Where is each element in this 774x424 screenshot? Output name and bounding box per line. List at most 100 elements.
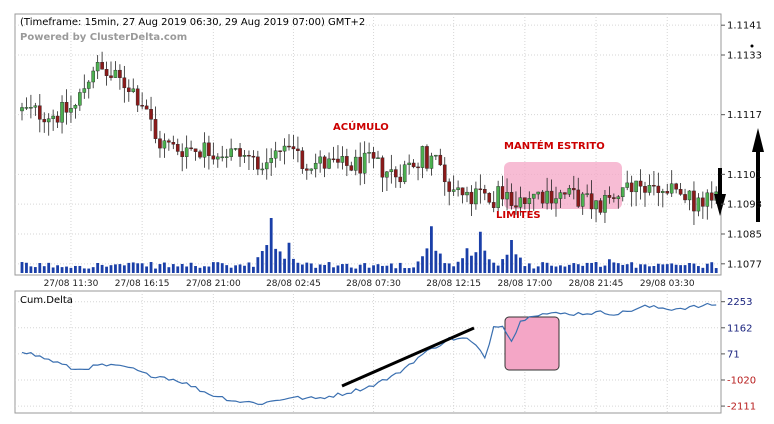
volume-bar	[167, 267, 171, 273]
volume-bar	[705, 263, 709, 273]
candle-body	[313, 162, 318, 170]
candle-body	[394, 169, 398, 178]
candle-body	[376, 157, 380, 159]
annotation-limites: LIMITES	[496, 210, 541, 221]
candle-body	[598, 200, 603, 213]
candle-body	[358, 156, 363, 174]
volume-bar	[33, 267, 37, 273]
candle-body	[509, 192, 514, 206]
candle-body	[104, 69, 109, 76]
volume-bar	[398, 262, 402, 273]
candle-body	[594, 200, 598, 210]
volume-bar	[314, 267, 318, 273]
candle-body	[95, 62, 100, 72]
candle-body	[500, 186, 505, 200]
candle-body	[180, 151, 185, 157]
candle-body	[709, 192, 714, 201]
candles	[20, 51, 718, 226]
volume-bar	[599, 266, 602, 273]
volume-bar	[252, 266, 255, 273]
timeframe-label: (Timeframe: 15min, 27 Aug 2019 06:30, 29…	[20, 17, 365, 28]
candle-body	[362, 152, 367, 174]
candle-body	[296, 148, 300, 151]
volume-bar	[265, 245, 269, 273]
volume-bar	[625, 264, 629, 273]
volume-bar	[269, 218, 273, 273]
candle-body	[242, 155, 247, 157]
volume-bar	[470, 255, 473, 273]
candle-body	[224, 156, 229, 158]
candle-body	[273, 150, 278, 159]
delta-tick-label: 71	[727, 349, 740, 360]
candle-body	[612, 197, 616, 199]
volume-bar	[372, 265, 375, 273]
volume-bar	[496, 265, 500, 273]
volume-bar	[648, 266, 651, 273]
volume-bar	[78, 265, 82, 273]
price-axis-labels: 1.1141 1.1133 1.1117 1.1101 1.1093 1.1085 1.10…	[721, 21, 762, 270]
candle-body	[629, 182, 634, 193]
candle-body	[665, 191, 670, 194]
volume-bar	[136, 263, 140, 273]
candle-body	[340, 156, 345, 163]
candle-body	[46, 118, 51, 123]
candle-body	[483, 189, 487, 194]
candle-body	[505, 192, 509, 200]
candle-body	[696, 197, 701, 212]
candle-body	[305, 168, 309, 171]
volume-bar	[492, 262, 496, 273]
volume-bar	[158, 264, 162, 273]
candle-body	[531, 193, 536, 199]
volume-bar	[292, 258, 295, 273]
price-tick-label: 1.1101	[727, 170, 762, 181]
candle-body	[398, 176, 403, 183]
volume-bar	[576, 264, 580, 273]
candle-body	[411, 162, 416, 168]
candle-body	[64, 102, 69, 113]
volume-bar	[216, 262, 220, 273]
volume-bar	[349, 267, 353, 273]
candle-body	[540, 191, 545, 204]
price-tick-label: 1.1117	[727, 110, 762, 121]
volume-bar	[478, 231, 482, 273]
volume-bar	[243, 265, 246, 273]
candle-body	[131, 88, 136, 92]
volume-bar	[665, 264, 669, 273]
candle-body	[193, 148, 198, 152]
candle-body	[309, 168, 314, 171]
candle-body	[585, 193, 589, 195]
volume-bar	[238, 264, 242, 273]
candle-body	[643, 186, 647, 193]
delta-tick-label: 2253	[727, 297, 752, 308]
candle-body	[456, 187, 460, 190]
volume-bar	[309, 263, 313, 273]
candle-body	[692, 190, 696, 212]
volume-bar	[594, 262, 598, 273]
breakout-up-arrow	[752, 128, 764, 222]
candle-body	[327, 158, 331, 169]
candle-body	[669, 183, 674, 194]
volume-bar	[20, 262, 24, 273]
candle-body	[603, 195, 607, 213]
volume-bar	[47, 262, 51, 273]
volume-bar	[163, 262, 166, 273]
candle-body	[109, 75, 113, 78]
volume-bar	[545, 262, 549, 273]
time-tick-label: 28/08 07:30	[346, 279, 401, 289]
candle-body	[496, 186, 500, 208]
candle-body	[100, 62, 104, 70]
volume-bar	[127, 262, 131, 273]
volume-bar	[225, 265, 229, 273]
volume-bar	[51, 267, 55, 273]
candle-body	[407, 162, 411, 165]
volume-bar	[465, 248, 469, 273]
volume-bar	[96, 263, 100, 273]
candle-body	[20, 107, 24, 112]
volume-bar	[519, 257, 522, 273]
candles-over-highlight	[505, 175, 625, 224]
volume-bar	[590, 262, 593, 273]
volume-bar	[412, 267, 415, 273]
volume-bar	[430, 226, 433, 273]
candle-body	[647, 185, 652, 193]
volume-bar	[572, 263, 576, 273]
